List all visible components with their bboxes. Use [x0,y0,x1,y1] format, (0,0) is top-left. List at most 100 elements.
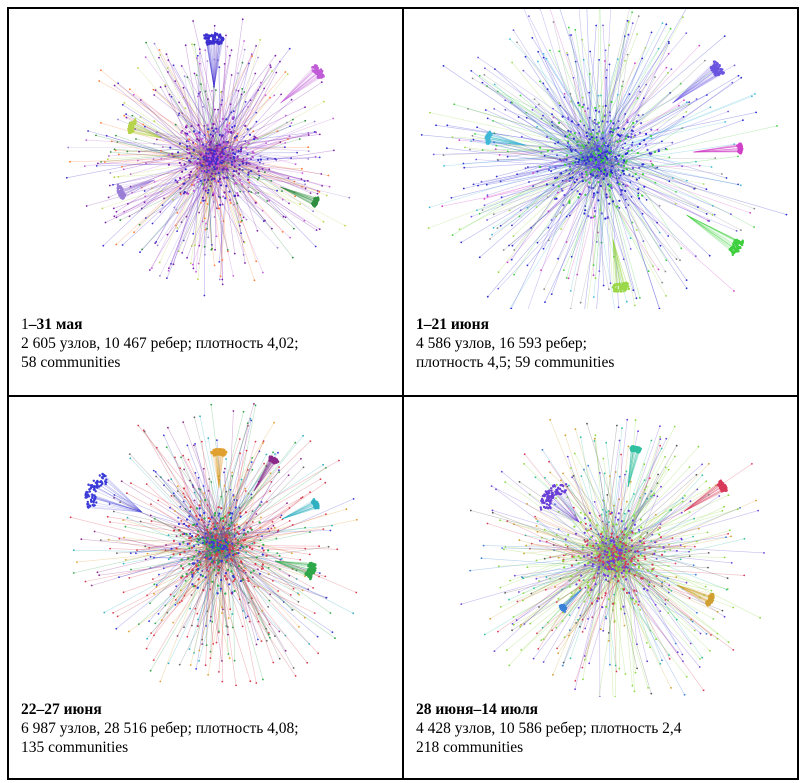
graph-node [265,142,267,145]
graph-edge [612,239,621,286]
graph-node [240,221,242,223]
graph-node [183,146,186,149]
graph-node [637,194,640,197]
graph-node [510,258,513,261]
graph-node [262,162,265,165]
graph-edge [463,155,602,164]
graph-edge [183,157,222,241]
graph-node [217,171,220,175]
graph-edge [602,9,611,153]
graph-node [571,188,573,191]
graph-node [247,106,249,108]
graph-edge [141,158,224,250]
graph-edge [603,32,652,159]
graph-node [577,161,580,164]
graph-edge [280,71,314,104]
graph-node [182,86,185,89]
graph-edge [580,168,611,303]
graph-edge [220,491,227,542]
graph-node [181,600,183,602]
graph-node [129,552,132,555]
graph-edge [155,89,221,145]
graph-node [207,189,210,192]
graph-edge [221,49,245,166]
graph-node [633,304,636,307]
graph-node [559,104,561,107]
graph-node [233,124,236,127]
graph-edge [129,128,209,145]
graph-edge [183,542,228,628]
graph-edge [571,34,605,171]
graph-edge [280,186,315,202]
graph-node [733,290,735,292]
graph-node [167,534,170,536]
graph-edge [590,22,663,160]
graph-node [255,643,258,646]
graph-node [429,111,431,114]
graph-node [159,86,162,88]
graph-node [233,182,236,185]
graph-node [101,207,104,210]
graph-node [240,148,243,151]
graph-node [566,145,569,148]
graph-node [247,492,250,495]
graph-node [177,151,180,154]
graph-node [203,217,206,220]
graph-node [597,199,600,202]
graph-node [685,287,688,290]
graph-edge [612,166,661,309]
graph-node [178,663,181,666]
graph-node [564,135,567,138]
graph-node [241,162,245,165]
graph-node [555,215,557,218]
graph-node [776,125,778,127]
graph-edge [220,173,229,277]
graph-edge [497,157,604,160]
graph-node [120,187,123,190]
graph-node [661,281,664,284]
graph-node [150,503,152,505]
graph-edge [207,42,215,88]
graph-edge [219,482,326,558]
graph-node [614,290,618,293]
graph-node [464,146,466,149]
graph-edge [280,186,316,203]
graph-node [255,45,257,47]
graph-node [219,203,222,206]
graph-edge [85,551,234,582]
graph-edge [693,144,742,153]
graph-node [590,186,593,189]
graph-edge [518,116,594,163]
graph-node [164,604,167,607]
graph-node [226,131,229,134]
graph-node [203,34,206,37]
graph-edge [610,158,625,162]
graph-node [616,58,619,61]
graph-edge [608,171,697,257]
graph-node [606,69,608,71]
graph-node [276,552,279,555]
graph-node [604,104,607,107]
graph-edge [604,165,620,185]
graph-edge [195,144,217,175]
graph-node [218,169,221,172]
graph-edge [233,508,347,543]
graph-edge [686,214,742,244]
graph-node [202,188,205,190]
graph-edge [541,118,601,174]
graph-edge [191,160,220,246]
graph-node [605,174,608,177]
graph-edge [204,163,206,296]
graph-node [106,158,109,161]
graph-edge [212,146,296,197]
graph-edge [598,161,696,172]
graph-node [153,181,156,183]
graph-edge [585,160,589,187]
graph-edge [231,425,249,534]
graph-edge [199,168,214,203]
graph-edge [433,148,614,155]
graph-edge [606,162,619,170]
graph-edge [165,86,202,174]
graph-node [638,166,641,169]
graph-edge [599,141,662,162]
